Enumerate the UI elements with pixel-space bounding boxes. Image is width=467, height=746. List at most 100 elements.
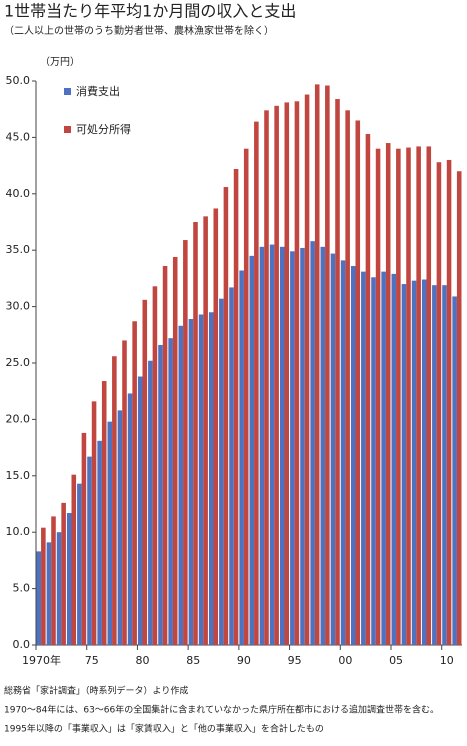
- bar: [172, 256, 178, 645]
- bar: [274, 105, 279, 646]
- x-tick-label: 85: [186, 654, 200, 667]
- bar: [162, 265, 168, 645]
- bar: [432, 285, 437, 645]
- x-tick-label: 75: [85, 654, 99, 667]
- bar: [310, 241, 315, 645]
- y-tick-label: 35.0: [6, 243, 31, 256]
- bar: [300, 247, 305, 645]
- bar: [71, 474, 77, 645]
- x-tick-label: 80: [136, 654, 150, 667]
- y-tick-label: 30.0: [6, 300, 31, 313]
- legend-label: 消費支出: [76, 84, 120, 98]
- y-tick-label: 15.0: [6, 469, 31, 482]
- x-tick-label: 05: [389, 654, 403, 667]
- bar: [41, 527, 46, 645]
- bar: [152, 286, 158, 645]
- bar: [213, 208, 219, 646]
- bar: [127, 393, 133, 645]
- y-tick-label: 45.0: [6, 130, 31, 143]
- legend-label: 可処分所得: [76, 123, 131, 136]
- bar: [142, 299, 148, 645]
- bar: [264, 110, 269, 645]
- y-tick-label: 0.0: [13, 638, 31, 651]
- bar: [137, 376, 143, 645]
- bar: [219, 298, 224, 645]
- bar: [168, 338, 173, 645]
- bar: [117, 410, 123, 645]
- bar: [198, 314, 204, 645]
- bar: [233, 168, 239, 645]
- y-tick-label: 40.0: [6, 187, 31, 200]
- bar: [320, 246, 326, 646]
- bar: [314, 84, 320, 645]
- bar: [97, 440, 102, 645]
- bar: [148, 360, 153, 645]
- legend-swatch: [64, 126, 71, 133]
- bar: [132, 321, 137, 645]
- bar: [381, 271, 386, 645]
- bar: [375, 148, 381, 645]
- bar: [385, 143, 391, 646]
- bar: [284, 102, 290, 645]
- bar: [345, 110, 350, 645]
- bar: [51, 516, 56, 645]
- bar: [81, 432, 87, 645]
- bar: [350, 265, 356, 645]
- x-tick-label: 00: [338, 654, 352, 667]
- bar: [365, 134, 371, 646]
- bar: [188, 319, 194, 645]
- bar: [91, 401, 97, 645]
- bar: [107, 421, 113, 645]
- bar: [355, 120, 361, 646]
- x-tick-label: 1970年: [22, 653, 61, 667]
- y-tick-label: 25.0: [6, 356, 31, 369]
- bar: [452, 296, 457, 645]
- bar: [46, 542, 52, 645]
- y-tick-label: 10.0: [6, 525, 31, 538]
- bar: [304, 94, 310, 645]
- bar: [436, 162, 442, 645]
- bar: [61, 502, 66, 645]
- chart-subtitle: （二人以上の世帯のうち勤労者世帯、農林漁家世帯を除く）: [4, 24, 274, 37]
- bar: [456, 171, 462, 646]
- bar: [254, 121, 259, 645]
- bar: [101, 381, 107, 645]
- bar: [56, 532, 62, 645]
- y-tick-label: 50.0: [6, 74, 31, 87]
- legend-swatch: [64, 88, 71, 95]
- x-tick-label: 90: [237, 654, 251, 667]
- bar: [325, 85, 330, 645]
- note: 1995年以降の「事業収入」は「家賃収入」と「他の事業収入」を合計したもの: [4, 723, 324, 735]
- bar: [178, 325, 184, 645]
- bar: [396, 148, 401, 645]
- bar: [335, 99, 340, 646]
- y-axis-label: （万円）: [40, 56, 80, 68]
- bar: [193, 222, 198, 645]
- bar: [243, 148, 249, 645]
- bar: [294, 101, 300, 645]
- bar: [87, 456, 92, 645]
- bar: [330, 253, 336, 646]
- bar: [112, 356, 117, 645]
- bar: [421, 279, 427, 645]
- bar: [391, 273, 397, 645]
- bar: [279, 246, 285, 646]
- bar: [340, 260, 346, 645]
- y-tick-label: 20.0: [6, 412, 31, 425]
- bar: [203, 216, 208, 646]
- bar: [122, 340, 127, 645]
- bar: [371, 277, 376, 645]
- bar: [446, 159, 452, 645]
- bar: [229, 287, 234, 645]
- note: 1970～84年には、63～66年の全国集計に含まれていなかった県庁所在都市にお…: [4, 704, 439, 716]
- bar: [361, 271, 366, 645]
- bar: [158, 344, 163, 645]
- bar: [208, 312, 214, 645]
- bar: [401, 284, 407, 645]
- x-tick-label: 10: [440, 654, 454, 667]
- bar: [416, 146, 421, 645]
- bar: [406, 147, 411, 645]
- bar: [442, 285, 447, 645]
- bar: [77, 483, 82, 645]
